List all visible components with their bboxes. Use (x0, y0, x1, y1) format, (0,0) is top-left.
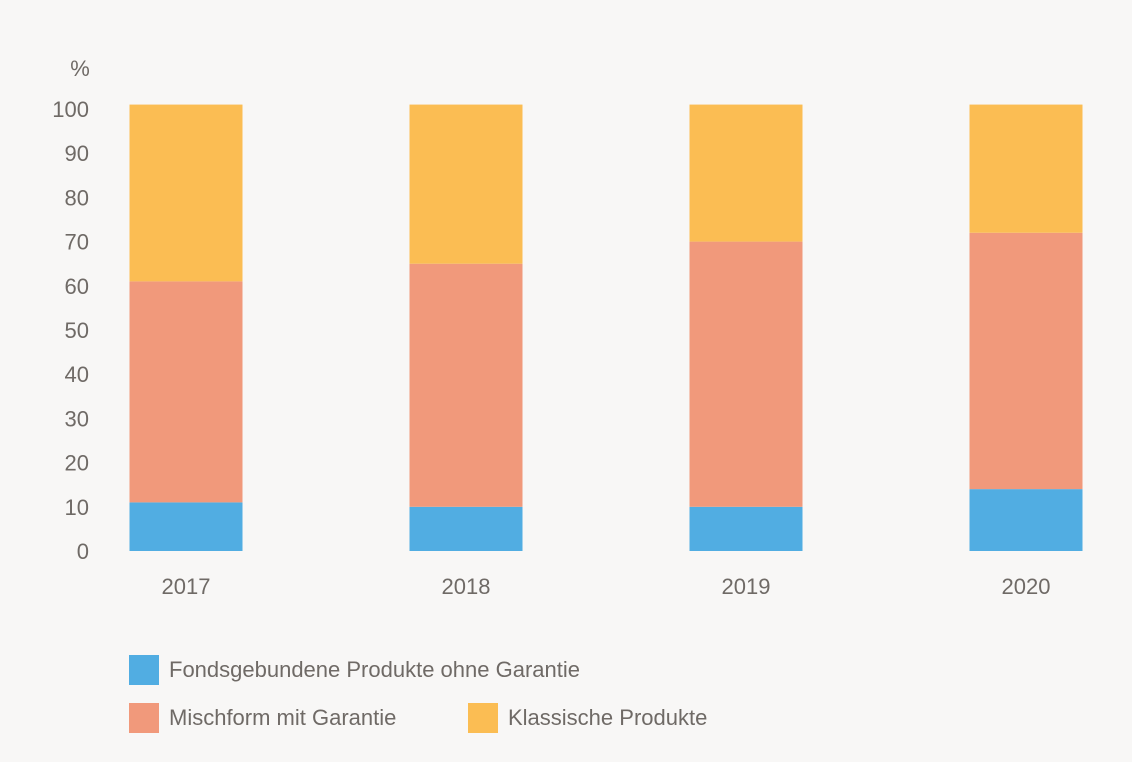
x-axis-labels: 2017 2018 2019 2020 (162, 574, 1051, 599)
y-tick-label: 0 (77, 539, 89, 564)
y-tick-label: 100 (52, 97, 89, 122)
bar-segment (969, 104, 1083, 233)
bar-segment (129, 281, 243, 503)
y-axis-ticks: 0 10 20 30 40 50 60 70 80 90 100 (52, 97, 89, 564)
x-tick-label: 2019 (722, 574, 771, 599)
bar-segment (409, 104, 523, 264)
bar-segment (129, 502, 243, 551)
bar-segment (689, 241, 803, 507)
x-tick-label: 2020 (1002, 574, 1051, 599)
y-tick-label: 90 (65, 141, 89, 166)
bar-segment (409, 263, 523, 507)
y-tick-label: 30 (65, 406, 89, 431)
x-tick-label: 2017 (162, 574, 211, 599)
bar-segment (969, 489, 1083, 551)
x-tick-label: 2018 (442, 574, 491, 599)
y-tick-label: 80 (65, 185, 89, 210)
bar-segment (689, 506, 803, 551)
y-tick-label: 20 (65, 451, 89, 476)
y-tick-label: 40 (65, 362, 89, 387)
y-tick-label: 50 (65, 318, 89, 343)
bar-segment (409, 506, 523, 551)
y-axis-unit-label: % (70, 56, 90, 81)
y-tick-label: 10 (65, 495, 89, 520)
bars-group (129, 104, 1083, 551)
y-tick-label: 60 (65, 274, 89, 299)
bar-segment (969, 232, 1083, 490)
y-tick-label: 70 (65, 230, 89, 255)
bar-segment (129, 104, 243, 282)
bar-segment (689, 104, 803, 242)
